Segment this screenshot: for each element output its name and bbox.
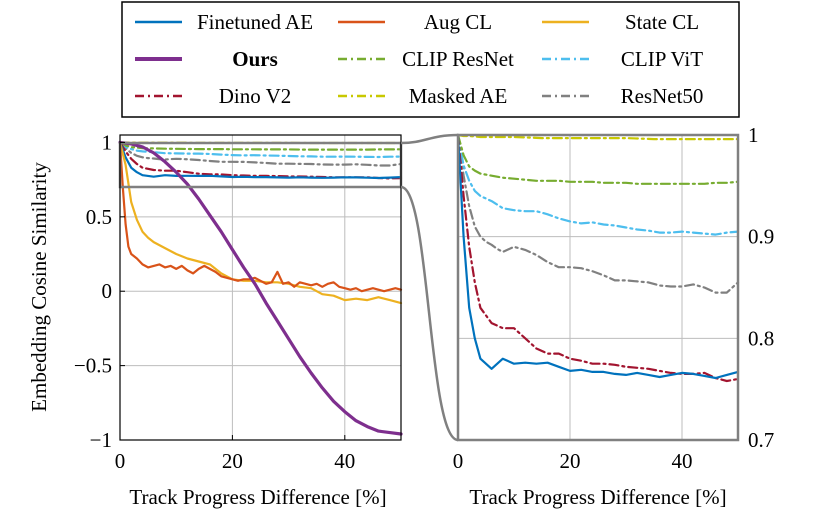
legend-label-resnet50: ResNet50: [621, 84, 704, 108]
zoom-connector-top: [400, 133, 459, 145]
legend-entry-ours: Ours: [135, 47, 278, 71]
legend-entry-clip-vit: CLIP ViT: [542, 47, 703, 71]
left-y-tick-label-0: 0: [102, 279, 113, 303]
right-series-clip-resnet: [456, 133, 740, 185]
right-series-finetuned-ae: [456, 133, 740, 380]
right-y-tick-label-0-8: 0.8: [748, 326, 774, 350]
legend-label-aug-cl: Aug CL: [424, 10, 492, 34]
left-series-clip-resnet: [118, 141, 403, 151]
zoom-connector-bottom: [400, 185, 459, 442]
right-panel: 0 20 40 0.7 0.8 0.9 1 Track Progress Differenc…: [453, 123, 775, 509]
y-axis-label: Embedding Cosine Similarity: [27, 162, 51, 412]
left-y-tick-label-0-5: 0.5: [86, 205, 112, 229]
right-series-dino-v2: [456, 133, 740, 383]
left-series-clip-vit: [118, 141, 403, 159]
legend-entry-dino-v2: Dino V2: [135, 84, 291, 108]
left-series-ours: [118, 140, 403, 436]
left-x-axis-label: Track Progress Difference [%]: [129, 485, 386, 509]
legend-entry-aug-cl: Aug CL: [338, 10, 492, 34]
left-series-resnet50: [118, 141, 403, 167]
legend-entry-resnet50: ResNet50: [542, 84, 703, 108]
right-series-resnet50: [456, 133, 740, 294]
legend-entry-clip-resnet: CLIP ResNet: [338, 47, 514, 71]
left-axes-frame: [119, 134, 402, 441]
left-panel: 0 20 40 −1 −0.5 0 0.5 1 Track Progress Differen…: [27, 130, 403, 509]
left-series-state-cl: [118, 141, 403, 305]
left-series-aug-cl: [118, 141, 403, 293]
left-x-tick-label-20: 20: [222, 449, 243, 473]
right-axes-frame: [456, 133, 740, 442]
left-y-tick-label-1: −1: [90, 428, 112, 452]
right-y-tick-label-0-9: 0.9: [748, 225, 774, 249]
legend-label-dino-v2: Dino V2: [219, 84, 292, 108]
right-series-masked-ae: [456, 133, 740, 141]
left-y-tick-label-1: 1: [102, 130, 113, 154]
legend-label-masked-ae: Masked AE: [409, 84, 508, 108]
legend-entry-state-cl: State CL: [542, 10, 699, 34]
right-y-tick-label-0-7: 0.7: [748, 428, 774, 452]
legend-label-clip-resnet: CLIP ResNet: [402, 47, 514, 71]
legend-label-state-cl: State CL: [625, 10, 699, 34]
zoom-connectors: [400, 133, 459, 442]
legend-entry-masked-ae: Masked AE: [338, 84, 507, 108]
right-series-clip-vit: [456, 133, 740, 236]
legend-label-finetuned-ae: Finetuned AE: [197, 10, 313, 34]
legend: Finetuned AE Aug CL State CL Ours CLIP ResNe…: [121, 1, 740, 118]
left-y-tick-label-0-5: −0.5: [74, 354, 112, 378]
left-series-finetuned-ae: [118, 141, 403, 180]
legend-label-ours: Ours: [232, 47, 278, 71]
legend-entry-finetuned-ae: Finetuned AE: [135, 10, 313, 34]
right-x-axis-label: Track Progress Difference [%]: [469, 485, 726, 509]
right-x-tick-label-40: 40: [672, 449, 693, 473]
legend-label-clip-vit: CLIP ViT: [621, 47, 703, 71]
right-x-tick-label-20: 20: [560, 449, 581, 473]
left-x-tick-label-40: 40: [334, 449, 355, 473]
left-x-tick-label-0: 0: [115, 449, 126, 473]
right-y-tick-label-1: 1: [748, 123, 759, 147]
right-x-tick-label-0: 0: [453, 449, 464, 473]
legend-box: [121, 1, 740, 118]
